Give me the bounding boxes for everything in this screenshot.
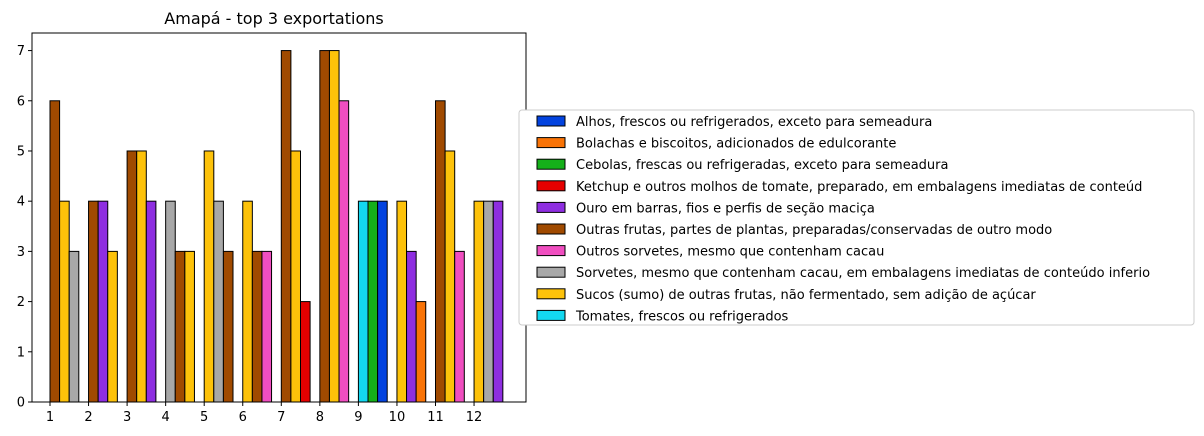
x-tick-label: 2 [84, 410, 92, 425]
bar [396, 200, 408, 403]
legend-swatch [536, 137, 566, 149]
legend-item: Ouro em barras, fios e perfis de seção m… [536, 201, 875, 216]
x-tick-label: 9 [354, 410, 362, 425]
x-tick-label: 10 [389, 410, 406, 425]
legend-label: Sucos (sumo) de outras frutas, não ferme… [576, 288, 1036, 303]
legend-swatch [536, 201, 566, 213]
legend-label: Outros sorvetes, mesmo que contenham cac… [576, 245, 884, 260]
legend-swatch [536, 245, 566, 257]
y-tick-label: 6 [17, 94, 25, 109]
bar [338, 100, 350, 403]
bar [261, 250, 273, 403]
legend-item: Sorvetes, mesmo que contenham cacau, em … [536, 266, 1150, 281]
bar [126, 150, 138, 403]
bar [492, 200, 504, 403]
bar [251, 250, 263, 403]
bar [213, 200, 224, 403]
bar [165, 200, 176, 403]
bar [357, 200, 369, 403]
legend-item: Sucos (sumo) de outras frutas, não ferme… [536, 288, 1036, 303]
legend-label: Tomates, frescos ou refrigerados [575, 309, 789, 324]
y-tick-label: 7 [17, 44, 25, 59]
x-tick-label: 5 [200, 410, 208, 425]
legend-item: Ketchup e outros molhos de tomate, prepa… [536, 180, 1142, 195]
x-tick-label: 6 [239, 410, 247, 425]
bar [49, 100, 61, 403]
legend-frame [518, 109, 1195, 326]
bar [136, 150, 147, 403]
legend-item: Alhos, frescos ou refrigerados, exceto p… [536, 115, 932, 130]
y-tick-label: 3 [17, 245, 25, 260]
bar [328, 50, 340, 403]
bar [242, 200, 253, 403]
legend-swatch [536, 115, 566, 127]
bar [483, 200, 494, 403]
bar [367, 200, 379, 403]
bar [68, 250, 80, 403]
y-axis: 0 1 2 3 4 5 6 7 [17, 44, 32, 411]
bar [319, 50, 330, 403]
bar [107, 250, 118, 403]
legend-item: Cebolas, frescas ou refrigeradas, exceto… [536, 158, 948, 173]
bar [184, 250, 195, 403]
legend-swatch [536, 223, 566, 235]
chart-title: Amapá - top 3 exportations [164, 9, 383, 28]
bar [59, 200, 70, 403]
x-tick-label: 3 [123, 410, 131, 425]
legend-label: Outras frutas, partes de plantas, prepar… [576, 223, 1052, 238]
bar [473, 200, 485, 403]
x-tick-label: 1 [46, 410, 54, 425]
x-tick-label: 11 [427, 410, 444, 425]
x-tick-label: 4 [162, 410, 170, 425]
legend-swatch [536, 309, 566, 321]
y-tick-label: 4 [17, 195, 25, 210]
x-tick-label: 12 [466, 410, 483, 425]
bar [406, 250, 417, 403]
legend-label: Alhos, frescos ou refrigerados, exceto p… [576, 115, 932, 130]
bar [280, 50, 292, 403]
bar [174, 250, 186, 403]
bars [49, 50, 504, 403]
bar [444, 150, 456, 403]
y-tick-label: 5 [17, 144, 25, 159]
legend-label: Cebolas, frescas ou refrigeradas, exceto… [576, 158, 948, 173]
legend-swatch [536, 158, 566, 170]
bar [145, 200, 157, 403]
bar [203, 150, 215, 403]
bar [435, 100, 446, 403]
bar [454, 250, 465, 403]
bar [97, 200, 109, 403]
y-tick-label: 0 [17, 396, 25, 411]
legend-item: Tomates, frescos ou refrigerados [536, 309, 789, 324]
bar [415, 301, 427, 403]
legend-item: Outros sorvetes, mesmo que contenham cac… [536, 245, 884, 260]
legend-label: Ketchup e outros molhos de tomate, prepa… [576, 180, 1142, 195]
y-tick-label: 1 [17, 345, 25, 360]
x-tick-label: 8 [316, 410, 324, 425]
bar [377, 200, 388, 403]
legend-label: Sorvetes, mesmo que contenham cacau, em … [576, 266, 1150, 281]
bar [88, 200, 99, 403]
legend-swatch [536, 266, 566, 278]
legend-swatch [536, 288, 566, 300]
bar [300, 301, 311, 403]
legend: Alhos, frescos ou refrigerados, exceto p… [518, 109, 1195, 326]
legend-item: Outras frutas, partes de plantas, prepar… [536, 223, 1052, 238]
legend-label: Bolachas e biscoitos, adicionados de edu… [576, 137, 896, 152]
bar [290, 150, 301, 403]
legend-swatch [536, 180, 566, 192]
y-tick-label: 2 [17, 295, 25, 310]
legend-label: Ouro em barras, fios e perfis de seção m… [576, 201, 875, 216]
legend-item: Bolachas e biscoitos, adicionados de edu… [536, 137, 896, 152]
x-tick-label: 7 [277, 410, 285, 425]
bar [222, 250, 234, 403]
x-axis: 1 2 3 4 5 6 7 8 9 10 11 12 [46, 402, 482, 425]
